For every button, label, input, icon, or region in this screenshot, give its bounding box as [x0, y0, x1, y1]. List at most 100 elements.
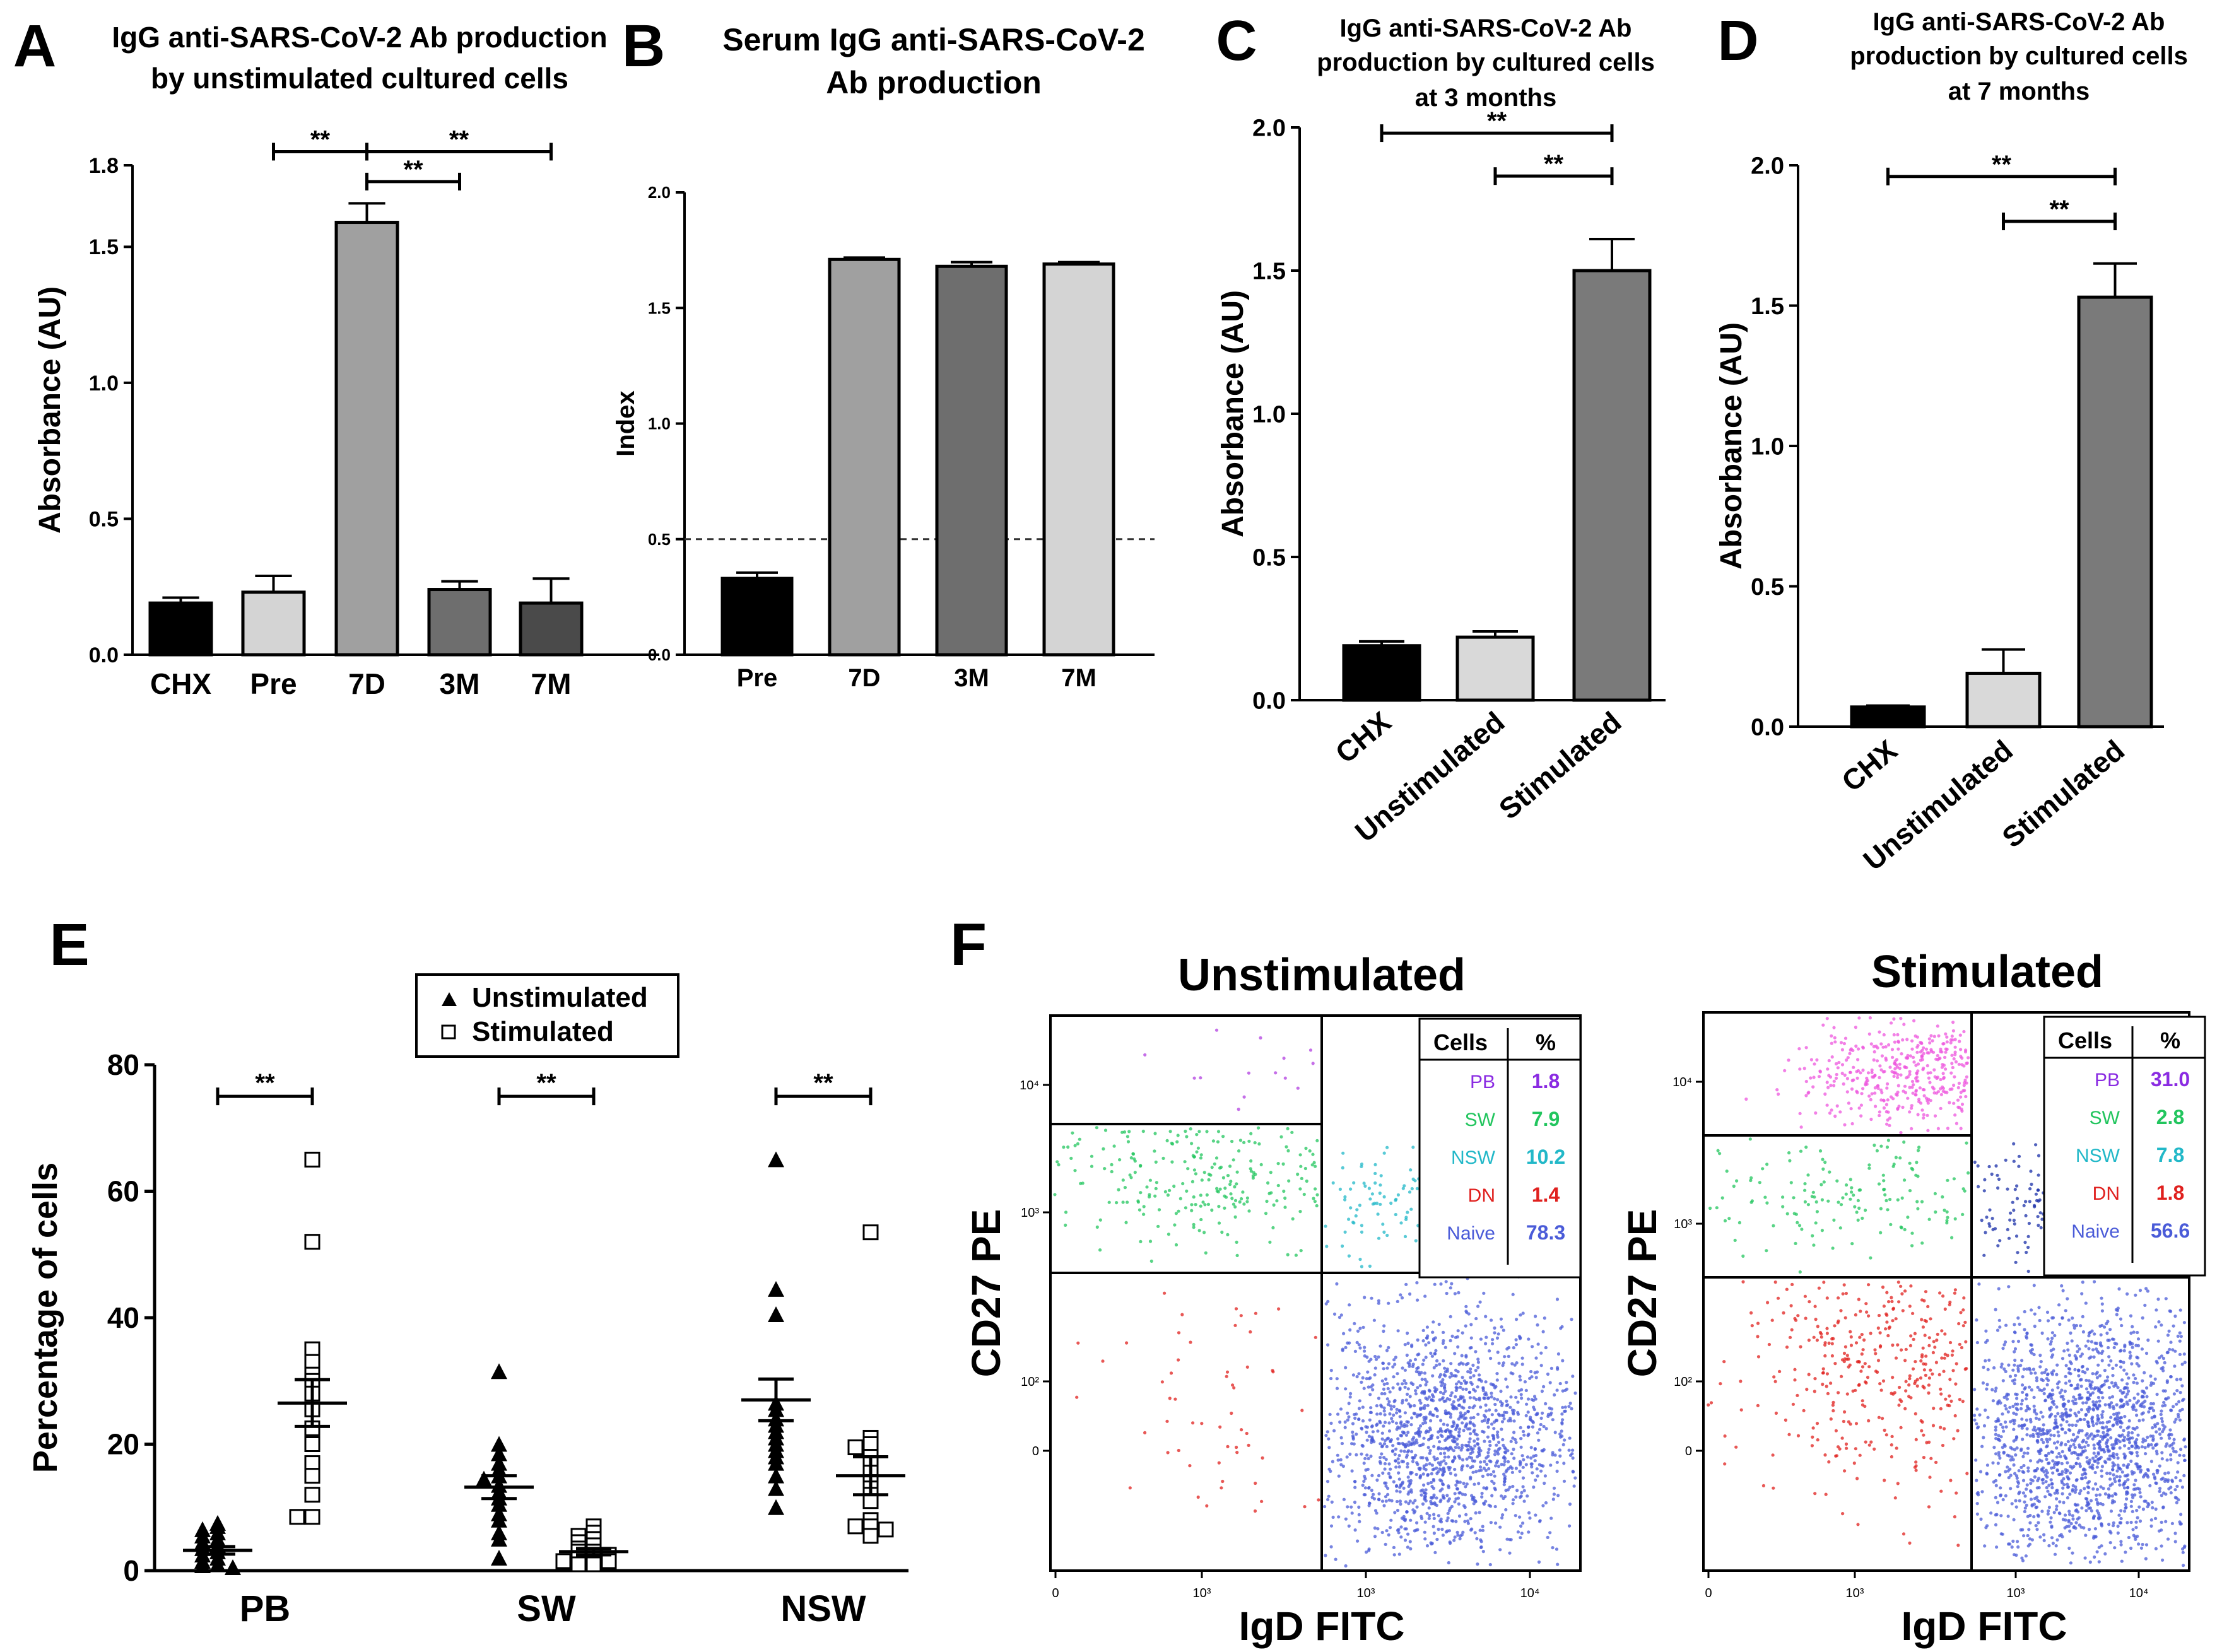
dn-event: [1843, 1345, 1847, 1349]
naive-event: [1519, 1426, 1522, 1429]
naive-event: [2051, 1471, 2055, 1475]
naive-event: [2096, 1516, 2100, 1520]
legend-triangle-marker: [442, 992, 457, 1006]
y-tick-label: 0.5: [89, 507, 119, 531]
pb-event: [1830, 1034, 1833, 1038]
sw-event: [1841, 1196, 1845, 1200]
naive-event: [1413, 1357, 1418, 1361]
naive-event: [2141, 1418, 2145, 1422]
naive-event: [1386, 1403, 1390, 1407]
pb-event: [1911, 1091, 1915, 1095]
dn-event: [1949, 1399, 1953, 1403]
pb-event: [1783, 1069, 1787, 1072]
naive-event: [1432, 1467, 1436, 1471]
naive-event: [1464, 1387, 1468, 1391]
naive-event: [1353, 1321, 1356, 1325]
sw-event: [1237, 1149, 1241, 1153]
naive-event: [1449, 1371, 1453, 1375]
dn-event: [1929, 1368, 1932, 1372]
naive-event: [1481, 1528, 1485, 1532]
sw-event: [1110, 1169, 1114, 1174]
dn-event: [1913, 1332, 1917, 1335]
naive-event: [2144, 1287, 2148, 1291]
naive-event: [1374, 1357, 1379, 1361]
naive-event: [2080, 1292, 2084, 1296]
naive-event: [1563, 1388, 1567, 1392]
naive-event: [2178, 1378, 2182, 1381]
dn-event: [1793, 1316, 1797, 1320]
pb-event: [1929, 1071, 1932, 1075]
naive-event: [1458, 1537, 1462, 1540]
sw-event: [1189, 1127, 1192, 1131]
sw-event: [1069, 1156, 1073, 1160]
naive-event: [1483, 1439, 1486, 1443]
naive-event: [1997, 1318, 2001, 1322]
sw-event: [1127, 1130, 1131, 1134]
naive-event: [1385, 1381, 1389, 1386]
naive-event: [2119, 1540, 2123, 1544]
naive-event: [1370, 1296, 1373, 1300]
naive-event: [1449, 1445, 1452, 1449]
dn-event: [1867, 1283, 1871, 1287]
naive-event: [1534, 1478, 1537, 1482]
naive-event: [1455, 1487, 1459, 1491]
naive-event: [1522, 1499, 1526, 1503]
naive-event: [2161, 1430, 2165, 1434]
pb-event: [1949, 1041, 1953, 1045]
naive-event: [2069, 1465, 2072, 1468]
naive-event: [1375, 1423, 1379, 1427]
x-axis-label: IgD FITC: [1238, 1603, 1404, 1649]
naive-event: [1455, 1437, 1459, 1441]
dn-event: [1825, 1296, 1829, 1300]
category-label: CHX: [150, 667, 211, 700]
naive-event: [2167, 1433, 2171, 1437]
dn-event: [1904, 1380, 1908, 1383]
naive-event: [2084, 1476, 2088, 1480]
pb-event: [1828, 1111, 1832, 1115]
pb-event: [1916, 1062, 1920, 1066]
naive-event: [2010, 1502, 2014, 1506]
naive-event: [1390, 1417, 1394, 1421]
dn-event: [1894, 1317, 1898, 1321]
sw-event: [1229, 1192, 1233, 1196]
naive-event: [1458, 1427, 1462, 1431]
naive-event: [2081, 1330, 2085, 1334]
naive-event: [2083, 1468, 2087, 1472]
naive-event: [1996, 1462, 2000, 1465]
nsw-event: [2033, 1205, 2037, 1209]
pb-event: [1953, 1053, 1957, 1057]
naive-event: [1393, 1511, 1397, 1514]
naive-event: [2013, 1419, 2016, 1422]
naive-event: [2027, 1407, 2031, 1411]
naive-event: [2057, 1461, 2061, 1465]
dn-event: [1900, 1348, 1903, 1352]
naive-event: [2129, 1314, 2133, 1318]
pb-event: [1872, 1050, 1876, 1054]
dn-event: [1961, 1308, 1965, 1312]
naive-event: [1502, 1483, 1506, 1487]
naive-event: [1347, 1524, 1351, 1528]
sw-event: [1139, 1191, 1143, 1195]
naive-event: [1493, 1453, 1497, 1456]
naive-event: [1502, 1328, 1505, 1332]
sw-event: [1965, 1141, 1968, 1145]
dn-event: [1899, 1426, 1903, 1429]
pb-event: [1809, 1076, 1813, 1080]
sw-event: [1230, 1197, 1234, 1200]
naive-event: [1570, 1407, 1573, 1410]
naive-event: [2090, 1419, 2094, 1423]
naive-event: [1415, 1505, 1419, 1509]
naive-event: [1472, 1388, 1476, 1391]
naive-event: [1985, 1472, 1989, 1475]
pb-event: [1859, 1071, 1862, 1075]
naive-event: [2088, 1528, 2091, 1532]
naive-event: [1466, 1464, 1469, 1468]
pb-event: [1896, 1091, 1900, 1094]
sw-event: [1241, 1190, 1245, 1194]
sw-event: [1803, 1200, 1807, 1204]
pb-event: [1941, 1072, 1945, 1075]
naive-event: [1519, 1524, 1523, 1528]
naive-event: [1495, 1372, 1499, 1376]
naive-event: [2155, 1430, 2158, 1434]
sw-event: [1896, 1198, 1900, 1202]
